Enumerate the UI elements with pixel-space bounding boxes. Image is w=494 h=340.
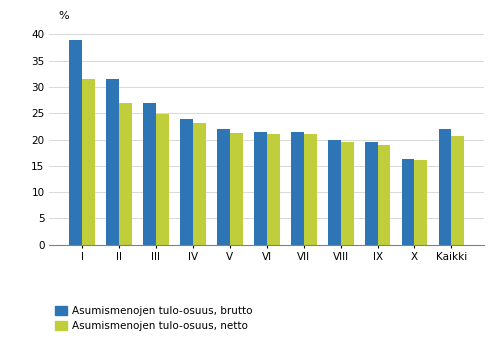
Bar	[365, 142, 377, 245]
Bar	[82, 79, 95, 245]
Text: %: %	[58, 11, 69, 21]
Legend: Asumismenojen tulo-osuus, brutto, Asumismenojen tulo-osuus, netto: Asumismenojen tulo-osuus, brutto, Asumis…	[55, 306, 253, 332]
Bar	[230, 133, 243, 245]
Bar	[291, 132, 304, 245]
Bar	[143, 103, 156, 245]
Bar	[341, 142, 354, 245]
Bar	[414, 160, 427, 245]
Bar	[439, 129, 452, 245]
Bar	[106, 79, 119, 245]
Bar	[69, 39, 82, 245]
Bar	[156, 114, 169, 245]
Bar	[180, 119, 193, 245]
Bar	[254, 132, 267, 245]
Bar	[267, 134, 280, 245]
Bar	[119, 103, 132, 245]
Bar	[377, 145, 390, 245]
Bar	[452, 136, 464, 245]
Bar	[402, 159, 414, 245]
Bar	[193, 123, 206, 245]
Bar	[304, 134, 317, 245]
Bar	[217, 129, 230, 245]
Bar	[328, 139, 341, 245]
